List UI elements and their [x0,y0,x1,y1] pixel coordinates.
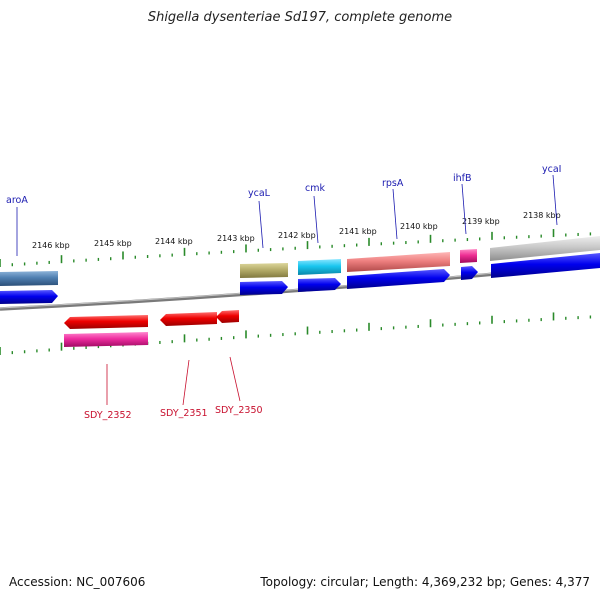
gene-label-ycal: ycaL [248,188,271,199]
scale-label-2141: 2141 kbp [339,227,377,236]
map-title: Shigella dysenteriae Sd197, complete gen… [147,10,453,25]
genome-summary-text: Topology: circular; Length: 4,369,232 bp… [260,575,590,589]
gene-label-ihfb: ihfB [453,173,472,184]
scale-label-2139: 2139 kbp [462,217,500,226]
gene-arrow-ycai[interactable] [491,253,600,278]
gene-label-aroa: aroA [6,195,28,206]
gene-label-sdy-2352: SDY_2352 [84,410,132,421]
feature-cmk[interactable] [298,259,341,275]
scale-label-2142: 2142 kbp [278,231,316,240]
gene-arrow-aroa[interactable] [0,290,58,304]
gene-arrow-rpsa[interactable] [347,269,450,289]
scale-label-2146: 2146 kbp [32,241,70,250]
gene-label-sdy-2350: SDY_2350 [215,405,263,416]
scale-label-2144: 2144 kbp [155,237,193,246]
scale-label-2138: 2138 kbp [523,211,561,220]
leader-lines-top [16,174,558,256]
feature-ihfb[interactable] [460,249,477,263]
feature-ycal[interactable] [240,263,288,278]
feature-ycai[interactable] [490,236,600,261]
gene-label-rpsa: rpsA [382,178,404,189]
tick-scale-top [0,229,592,267]
scale-label-2140: 2140 kbp [400,222,438,231]
gene-label-ycai: ycaI [542,164,561,175]
scale-label-2145: 2145 kbp [94,239,132,248]
gene-label-sdy-2351: SDY_2351 [160,408,208,419]
gene-arrow-ycal[interactable] [240,281,288,295]
gene-arrow-cmk[interactable] [298,278,341,292]
gene-arrow-sdy-2350[interactable] [216,310,239,323]
leader-lines-bottom [106,356,241,406]
gene-arrow-ihfb[interactable] [461,266,478,280]
gene-label-cmk: cmk [305,183,325,194]
feature-arom[interactable] [0,271,58,286]
gene-arrow-sdy-2351[interactable] [160,312,217,326]
feature-sdy-2352-cds[interactable] [64,332,148,347]
feature-rpsa[interactable] [347,252,450,272]
gene-arrow-sdy-2352[interactable] [64,315,148,329]
scale-label-2143: 2143 kbp [217,234,255,243]
accession-text: Accession: NC_007606 [9,575,146,589]
